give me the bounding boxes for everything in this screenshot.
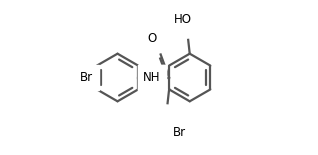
Text: NH: NH	[143, 71, 161, 84]
Text: Br: Br	[172, 126, 185, 139]
Text: HO: HO	[174, 13, 192, 26]
Text: Br: Br	[80, 71, 93, 84]
Text: NH: NH	[143, 71, 161, 84]
Text: O: O	[148, 32, 157, 45]
